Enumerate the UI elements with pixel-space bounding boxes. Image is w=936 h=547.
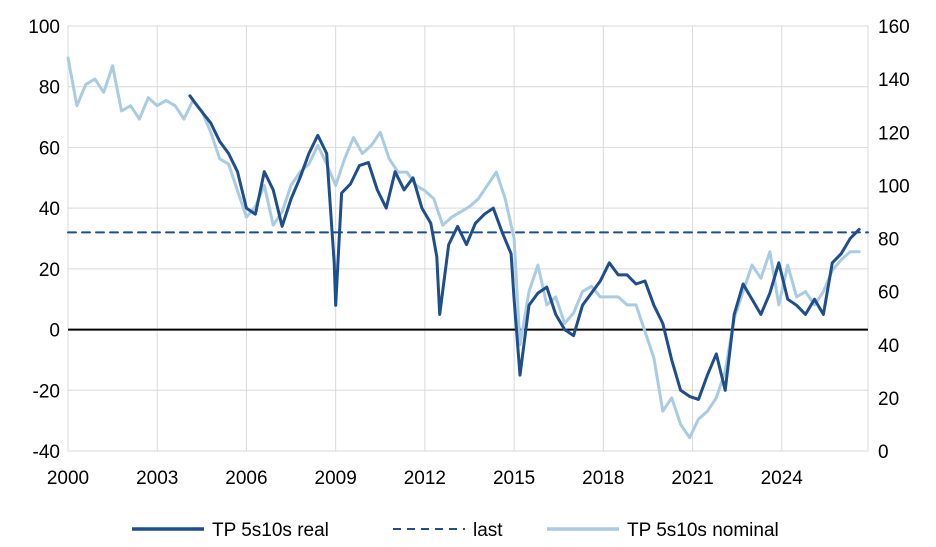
y-right-tick-label: 100 <box>878 176 910 197</box>
y-left-tick-label: 80 <box>39 78 60 99</box>
series-line-tp-5s10s-nominal <box>66 56 861 440</box>
x-tick-label: 2024 <box>761 468 804 489</box>
y-left-tick-label: 60 <box>39 138 60 159</box>
y-right-tick-label: 120 <box>878 123 910 144</box>
y-left-tick-label: 100 <box>28 17 60 38</box>
y-left-tick-label: -40 <box>33 442 60 463</box>
legend-label: last <box>473 520 503 541</box>
x-tick-label: 2021 <box>671 468 713 489</box>
legend-label: TP 5s10s nominal <box>627 520 779 541</box>
axis-ticks: 100 80 60 40 20 0 -20 -40 160 140 120 100 80 60 40 20 0 2… <box>28 17 909 489</box>
y-left-tick-label: 20 <box>39 260 60 281</box>
x-tick-label: 2006 <box>225 468 267 489</box>
series-layer <box>66 56 869 440</box>
y-right-tick-label: 60 <box>878 283 899 304</box>
y-right-tick-label: 20 <box>878 389 899 410</box>
y-left-tick-label: 0 <box>49 321 60 342</box>
gridlines <box>67 25 869 452</box>
x-tick-label: 2012 <box>404 468 446 489</box>
y-right-tick-label: 80 <box>878 230 899 251</box>
y-right-tick-label: 160 <box>878 17 910 38</box>
x-tick-label: 2009 <box>315 468 357 489</box>
y-left-tick-label: -20 <box>33 381 60 402</box>
y-left-tick-label: 40 <box>39 199 60 220</box>
legend: TP 5s10s real last TP 5s10s nominal <box>132 520 779 541</box>
y-right-tick-label: 40 <box>878 336 899 357</box>
x-tick-label: 2018 <box>582 468 624 489</box>
series-line-tp-5s10s-real <box>188 94 861 401</box>
x-tick-label: 2015 <box>493 468 535 489</box>
x-tick-label: 2003 <box>136 468 178 489</box>
y-right-tick-label: 140 <box>878 70 910 91</box>
legend-label: TP 5s10s real <box>212 520 329 541</box>
x-tick-label: 2000 <box>47 468 89 489</box>
y-right-tick-label: 0 <box>878 442 889 463</box>
